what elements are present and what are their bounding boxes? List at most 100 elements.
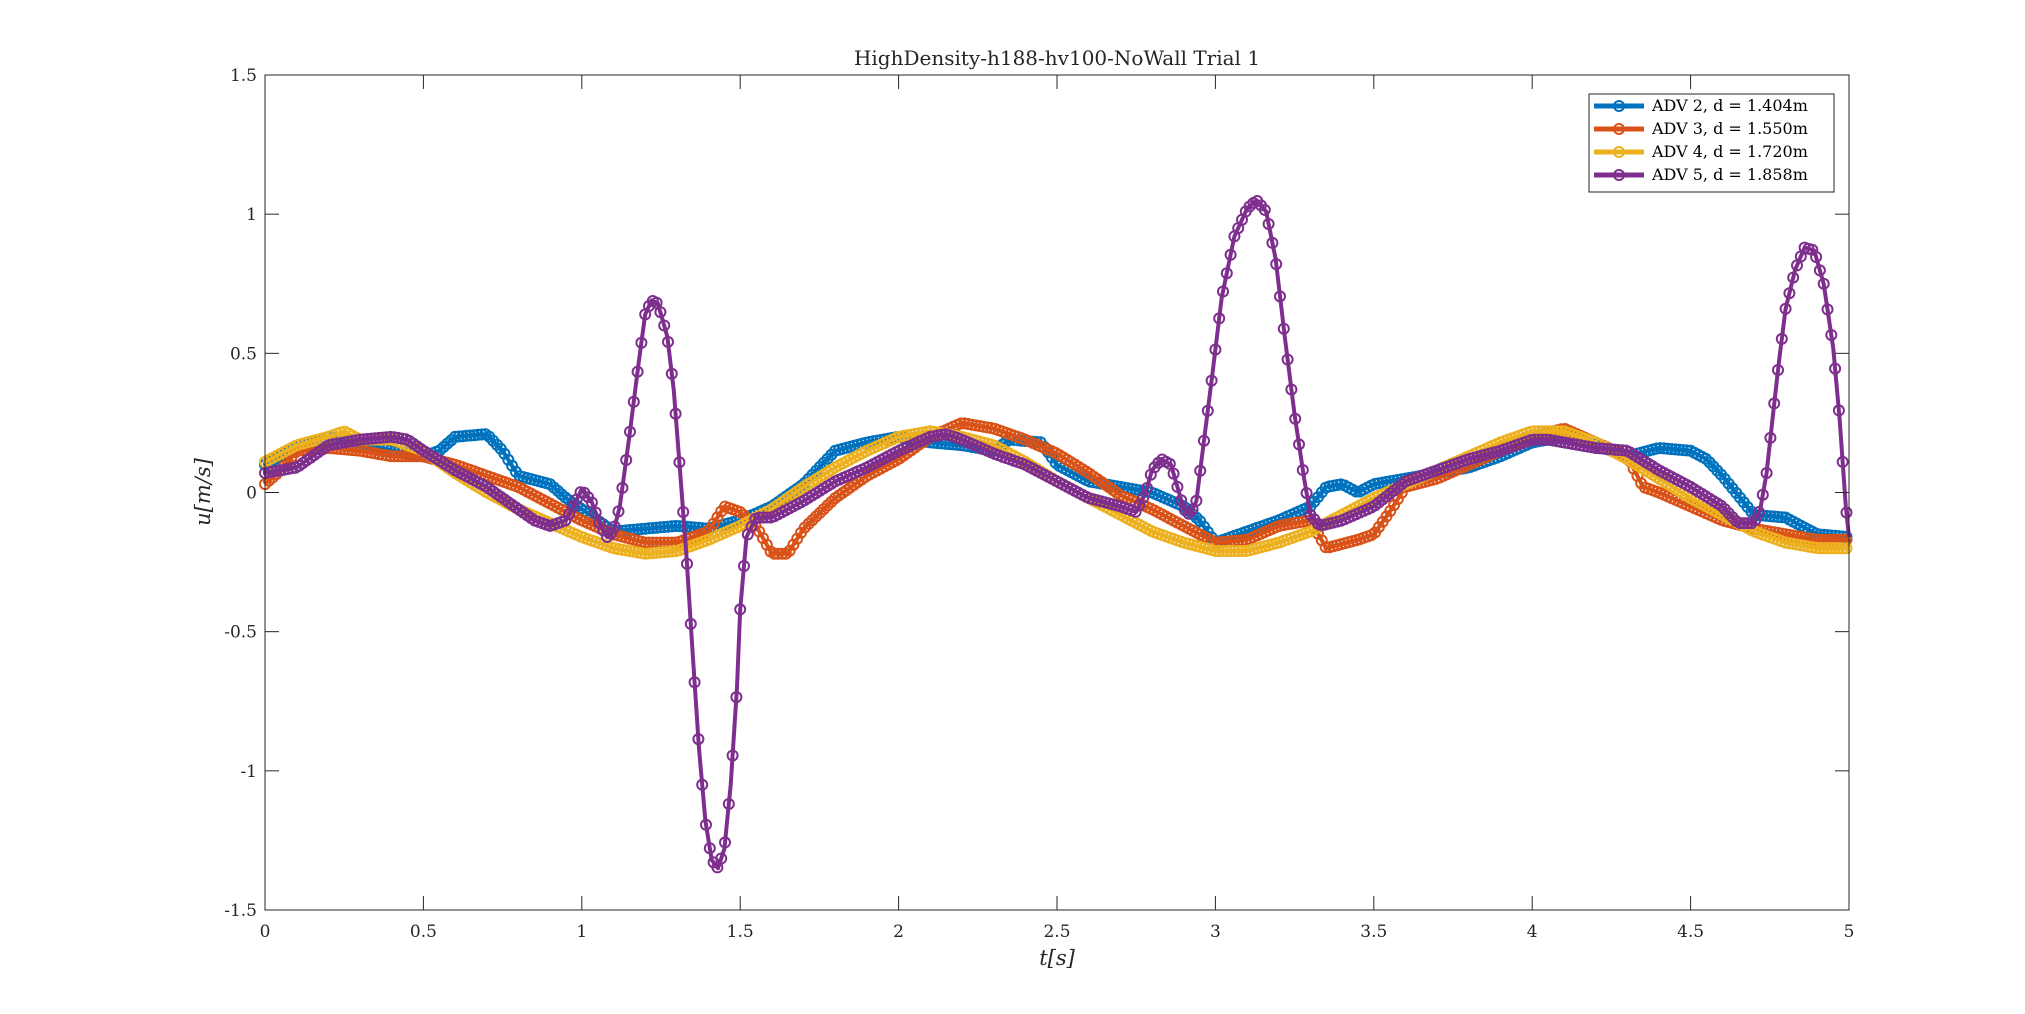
data-point (1825, 542, 1838, 555)
x-tick-label: 4.5 (1677, 922, 1704, 942)
data-point (1825, 329, 1838, 341)
data-point (650, 546, 663, 559)
y-tick-label: 1 (246, 205, 257, 225)
x-tick-label: 1 (576, 922, 587, 942)
data-point (1593, 442, 1606, 455)
data-point (373, 431, 385, 444)
legend-label: ADV 3, d = 1.550m (1651, 119, 1808, 138)
data-point (1232, 545, 1245, 557)
data-point (635, 523, 648, 535)
chart-title: HighDensity-h188-hv100-NoWall Trial 1 (854, 46, 1260, 70)
data-point (1213, 312, 1226, 325)
data-point (1262, 218, 1275, 230)
data-point (1616, 444, 1629, 457)
data-point (677, 506, 690, 518)
data-point (498, 447, 511, 460)
data-point (1266, 236, 1279, 249)
tick-layer: 0 0.5 1 1.5 2 2.5 3 3.5 4 4.5 5 -1.5 -1 -0.5 0 0.5 1 1.5 (224, 66, 1854, 942)
data-point (1209, 343, 1222, 356)
y-tick-label: -0.5 (224, 623, 257, 643)
legend-label: ADV 2, d = 1.404m (1651, 96, 1808, 115)
data-point (1277, 322, 1290, 335)
data-point (654, 546, 667, 559)
y-tick-label: 0.5 (230, 344, 257, 364)
data-point (1175, 494, 1188, 507)
data-point (395, 450, 408, 463)
data-point (1319, 541, 1332, 554)
data-point (1300, 487, 1313, 500)
data-point (684, 617, 697, 630)
data-point (1737, 517, 1750, 530)
data-point (814, 506, 826, 519)
legend-item: ADV 5, d = 1.858m (1594, 165, 1808, 184)
legend-item: ADV 3, d = 1.550m (1594, 119, 1808, 138)
data-point (707, 517, 720, 530)
data-point (1760, 467, 1773, 479)
data-point (1840, 542, 1853, 555)
legend-swatch-marker (1613, 100, 1625, 112)
data-point (658, 521, 671, 533)
data-point (1669, 443, 1682, 456)
data-point (715, 852, 728, 865)
data-point (665, 545, 678, 558)
data-point (662, 335, 674, 348)
y-axis-label: u[m/s] (191, 457, 215, 525)
data-point (1813, 542, 1826, 555)
data-point (376, 431, 389, 444)
x-tick-label: 1.5 (727, 922, 754, 942)
x-tick-label: 0.5 (410, 922, 437, 942)
data-point (688, 676, 701, 689)
data-point (1285, 383, 1298, 396)
data-point (1753, 506, 1765, 518)
data-point (1296, 464, 1309, 476)
data-point (1258, 203, 1271, 216)
data-point (1171, 480, 1184, 493)
data-point (711, 511, 724, 524)
data-point (1779, 302, 1792, 315)
data-point (460, 429, 473, 442)
data-point (665, 520, 678, 533)
data-point (1764, 431, 1777, 444)
data-point (1220, 267, 1233, 280)
data-point (475, 428, 488, 441)
data-point (1654, 442, 1667, 455)
data-point (654, 521, 667, 534)
data-point (1604, 443, 1617, 456)
data-point (787, 538, 800, 551)
legend-swatch-marker (1613, 146, 1625, 158)
x-tick-label: 4 (1527, 922, 1538, 942)
data-point (635, 336, 648, 349)
data-point (821, 499, 834, 512)
series-markers (259, 195, 1853, 874)
data-point (1813, 264, 1826, 277)
data-point (1281, 353, 1294, 366)
data-point (1783, 287, 1796, 300)
data-point (361, 432, 374, 445)
series-layer (259, 195, 1853, 874)
y-tick-label: 1.5 (230, 66, 257, 86)
series-5 (259, 195, 1853, 874)
data-point (506, 459, 519, 472)
data-point (620, 454, 633, 466)
data-point (730, 691, 743, 704)
data-point (384, 450, 397, 463)
data-point (1677, 444, 1689, 457)
legend-label: ADV 4, d = 1.720m (1651, 142, 1808, 161)
data-point (1787, 271, 1800, 284)
data-point (1205, 374, 1218, 387)
data-point (354, 433, 366, 446)
data-point (703, 842, 716, 855)
data-point (1699, 452, 1712, 465)
data-point (1810, 251, 1823, 263)
data-point (1167, 467, 1180, 480)
data-point (1768, 397, 1781, 410)
data-point (681, 557, 693, 570)
data-point (1658, 442, 1670, 455)
data-point (388, 450, 401, 463)
legend-label: ADV 5, d = 1.858m (1651, 165, 1808, 184)
data-point (1217, 545, 1229, 557)
data-point (646, 522, 659, 534)
data-point (696, 778, 709, 791)
